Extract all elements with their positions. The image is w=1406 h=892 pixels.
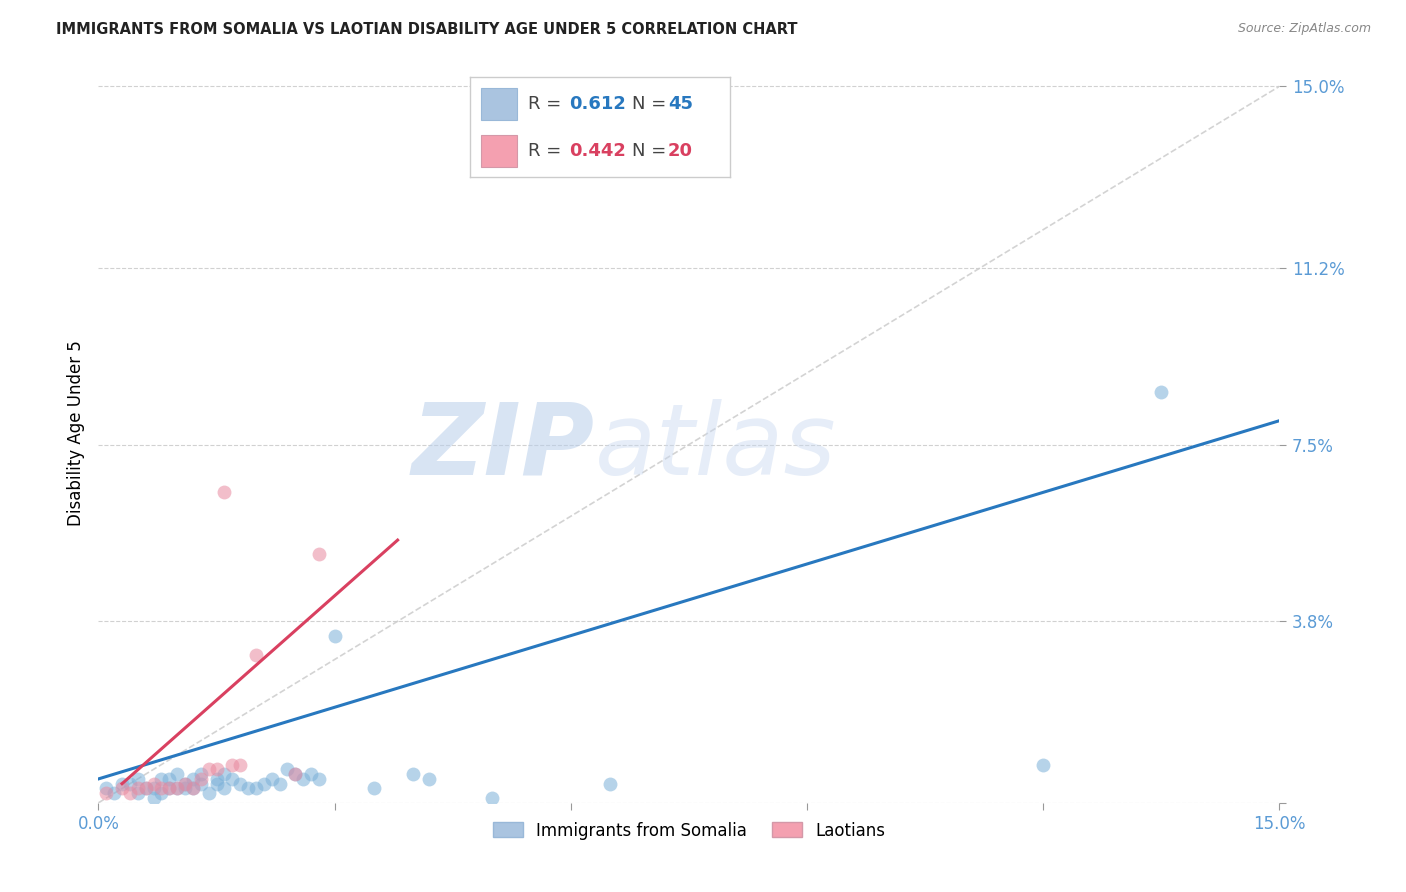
Point <box>127 772 149 786</box>
Point <box>135 781 157 796</box>
Y-axis label: Disability Age Under 5: Disability Age Under 5 <box>66 340 84 525</box>
Point <box>1032 757 1054 772</box>
Point <box>260 772 283 786</box>
Point <box>150 786 173 800</box>
Point <box>142 791 165 805</box>
Point <box>157 781 180 796</box>
Point <box>308 772 330 786</box>
Point <box>166 781 188 796</box>
Point <box>229 757 252 772</box>
Point <box>197 786 219 800</box>
Point <box>174 777 197 791</box>
Point <box>229 777 252 791</box>
Point <box>205 772 228 786</box>
Point <box>127 781 149 796</box>
Point <box>111 777 134 791</box>
Point <box>174 781 197 796</box>
Legend: Immigrants from Somalia, Laotians: Immigrants from Somalia, Laotians <box>486 815 891 847</box>
Point <box>292 772 315 786</box>
Point <box>190 767 212 781</box>
Point <box>214 767 236 781</box>
Point <box>150 772 173 786</box>
Point <box>245 781 267 796</box>
Point <box>402 767 425 781</box>
Text: atlas: atlas <box>595 399 837 496</box>
Point <box>284 767 307 781</box>
Point <box>135 781 157 796</box>
Point <box>111 781 134 796</box>
Point <box>1150 384 1173 399</box>
Point <box>221 757 243 772</box>
Point <box>127 786 149 800</box>
Point <box>269 777 291 791</box>
Point <box>214 781 236 796</box>
Point <box>190 772 212 786</box>
Point <box>481 791 503 805</box>
Text: ZIP: ZIP <box>412 399 595 496</box>
Point <box>157 781 180 796</box>
Point <box>205 763 228 777</box>
Point <box>599 777 621 791</box>
Point <box>181 781 204 796</box>
Point <box>150 781 173 796</box>
Point <box>118 786 141 800</box>
Point <box>166 767 188 781</box>
Point <box>245 648 267 662</box>
Point <box>142 777 165 791</box>
Point <box>276 763 298 777</box>
Point <box>174 777 197 791</box>
Point <box>214 485 236 500</box>
Point <box>142 781 165 796</box>
Point <box>190 777 212 791</box>
Text: IMMIGRANTS FROM SOMALIA VS LAOTIAN DISABILITY AGE UNDER 5 CORRELATION CHART: IMMIGRANTS FROM SOMALIA VS LAOTIAN DISAB… <box>56 22 797 37</box>
Point <box>323 629 346 643</box>
Point <box>253 777 276 791</box>
Point <box>363 781 385 796</box>
Point <box>236 781 259 796</box>
Point <box>197 763 219 777</box>
Point <box>418 772 440 786</box>
Point <box>157 772 180 786</box>
Point <box>103 786 125 800</box>
Point <box>221 772 243 786</box>
Point <box>284 767 307 781</box>
Point <box>118 777 141 791</box>
Point <box>308 548 330 562</box>
Point <box>299 767 322 781</box>
Point <box>205 777 228 791</box>
Text: Source: ZipAtlas.com: Source: ZipAtlas.com <box>1237 22 1371 36</box>
Point <box>166 781 188 796</box>
Point <box>96 781 118 796</box>
Point <box>181 781 204 796</box>
Point <box>181 772 204 786</box>
Point <box>96 786 118 800</box>
